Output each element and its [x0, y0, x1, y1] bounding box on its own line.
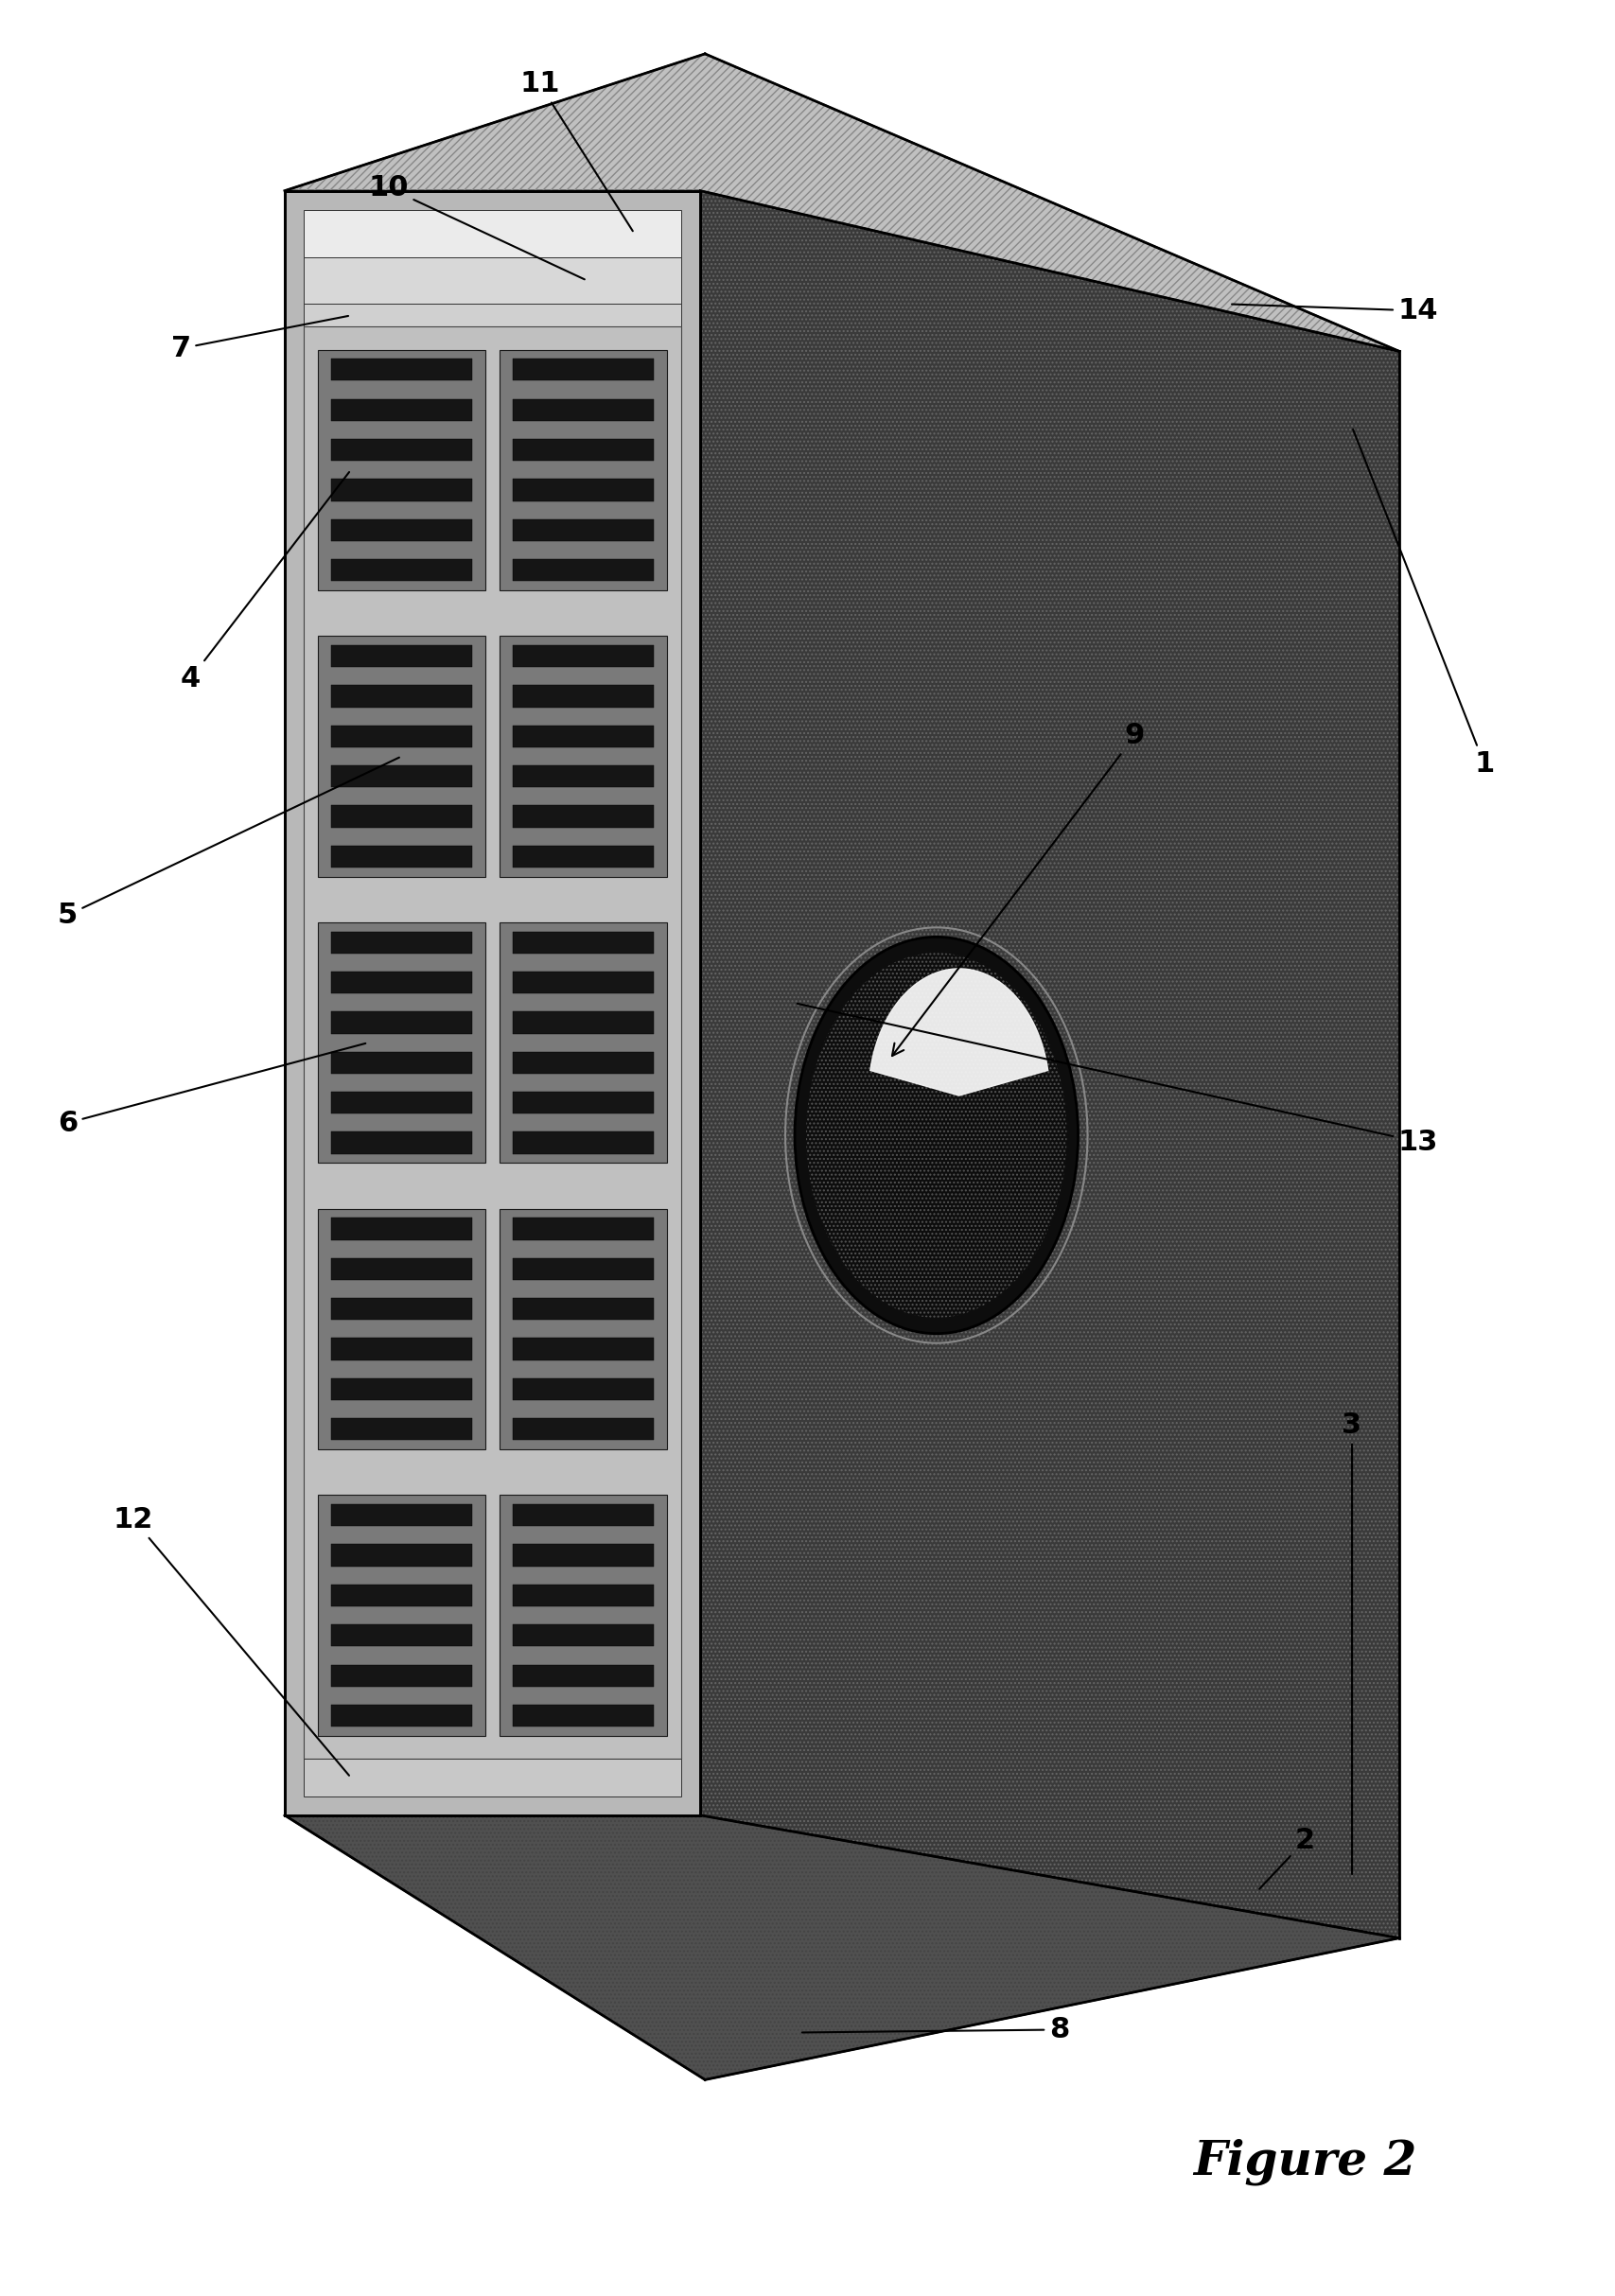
Polygon shape [331, 1504, 472, 1527]
Polygon shape [284, 53, 1399, 351]
Polygon shape [499, 1495, 667, 1736]
Polygon shape [331, 1584, 472, 1607]
Polygon shape [331, 560, 472, 581]
Polygon shape [304, 303, 682, 326]
Text: 1: 1 [1353, 429, 1494, 778]
Polygon shape [514, 1339, 654, 1359]
Polygon shape [284, 191, 701, 1816]
Polygon shape [331, 1297, 472, 1320]
Polygon shape [499, 636, 667, 877]
Polygon shape [514, 480, 654, 501]
Polygon shape [331, 1626, 472, 1646]
Polygon shape [318, 1495, 486, 1736]
Text: 2: 2 [1260, 1828, 1315, 1890]
Polygon shape [284, 1816, 1399, 2080]
Polygon shape [304, 209, 682, 257]
Polygon shape [514, 358, 654, 381]
Polygon shape [331, 1339, 472, 1359]
Polygon shape [331, 1704, 472, 1727]
Polygon shape [331, 971, 472, 994]
Text: Figure 2: Figure 2 [1193, 2138, 1416, 2186]
Polygon shape [514, 1626, 654, 1646]
Ellipse shape [795, 937, 1079, 1334]
Polygon shape [514, 932, 654, 953]
Polygon shape [514, 1013, 654, 1033]
Polygon shape [318, 636, 486, 877]
Polygon shape [331, 1378, 472, 1401]
Polygon shape [514, 1419, 654, 1440]
Polygon shape [331, 806, 472, 827]
Text: 7: 7 [171, 317, 349, 363]
Text: 11: 11 [520, 71, 633, 232]
Polygon shape [331, 400, 472, 420]
Text: 14: 14 [1232, 296, 1439, 324]
Text: 4: 4 [181, 473, 349, 693]
Polygon shape [514, 1665, 654, 1688]
Text: 13: 13 [798, 1003, 1439, 1155]
Polygon shape [514, 971, 654, 994]
Polygon shape [318, 349, 486, 590]
Polygon shape [514, 1093, 654, 1114]
Polygon shape [870, 969, 1048, 1095]
Text: 6: 6 [58, 1042, 365, 1137]
Polygon shape [331, 1013, 472, 1033]
Polygon shape [331, 645, 472, 668]
Polygon shape [331, 1258, 472, 1279]
Polygon shape [331, 1665, 472, 1688]
Polygon shape [331, 1052, 472, 1075]
Polygon shape [514, 726, 654, 746]
Polygon shape [514, 1132, 654, 1155]
Polygon shape [514, 1258, 654, 1279]
Polygon shape [514, 1297, 654, 1320]
Text: 8: 8 [803, 2016, 1069, 2043]
Polygon shape [514, 806, 654, 827]
Polygon shape [514, 519, 654, 542]
Polygon shape [514, 560, 654, 581]
Polygon shape [304, 326, 682, 1759]
Polygon shape [514, 1704, 654, 1727]
Polygon shape [514, 845, 654, 868]
Polygon shape [331, 1093, 472, 1114]
Polygon shape [318, 923, 486, 1164]
Polygon shape [514, 1378, 654, 1401]
Polygon shape [514, 645, 654, 668]
Polygon shape [499, 923, 667, 1164]
Text: 10: 10 [368, 174, 585, 280]
Polygon shape [331, 480, 472, 501]
Text: 9: 9 [891, 721, 1145, 1056]
Polygon shape [514, 1217, 654, 1240]
Polygon shape [318, 1208, 486, 1449]
Polygon shape [499, 349, 667, 590]
Polygon shape [304, 1759, 682, 1795]
Polygon shape [514, 1545, 654, 1566]
Polygon shape [514, 1504, 654, 1527]
Polygon shape [331, 684, 472, 707]
Polygon shape [331, 1419, 472, 1440]
Text: 5: 5 [58, 758, 399, 930]
Polygon shape [514, 765, 654, 788]
Polygon shape [331, 726, 472, 746]
Polygon shape [331, 439, 472, 461]
Text: 3: 3 [1342, 1412, 1361, 1874]
Polygon shape [331, 1217, 472, 1240]
Polygon shape [514, 684, 654, 707]
Polygon shape [514, 439, 654, 461]
Text: 12: 12 [113, 1506, 349, 1775]
Polygon shape [331, 519, 472, 542]
Polygon shape [514, 400, 654, 420]
Polygon shape [304, 257, 682, 303]
Polygon shape [331, 1545, 472, 1566]
Polygon shape [499, 1208, 667, 1449]
Polygon shape [331, 765, 472, 788]
Polygon shape [331, 932, 472, 953]
Polygon shape [331, 358, 472, 381]
Polygon shape [331, 845, 472, 868]
Polygon shape [514, 1584, 654, 1607]
Polygon shape [701, 191, 1399, 1938]
Polygon shape [514, 1052, 654, 1075]
Polygon shape [331, 1132, 472, 1155]
